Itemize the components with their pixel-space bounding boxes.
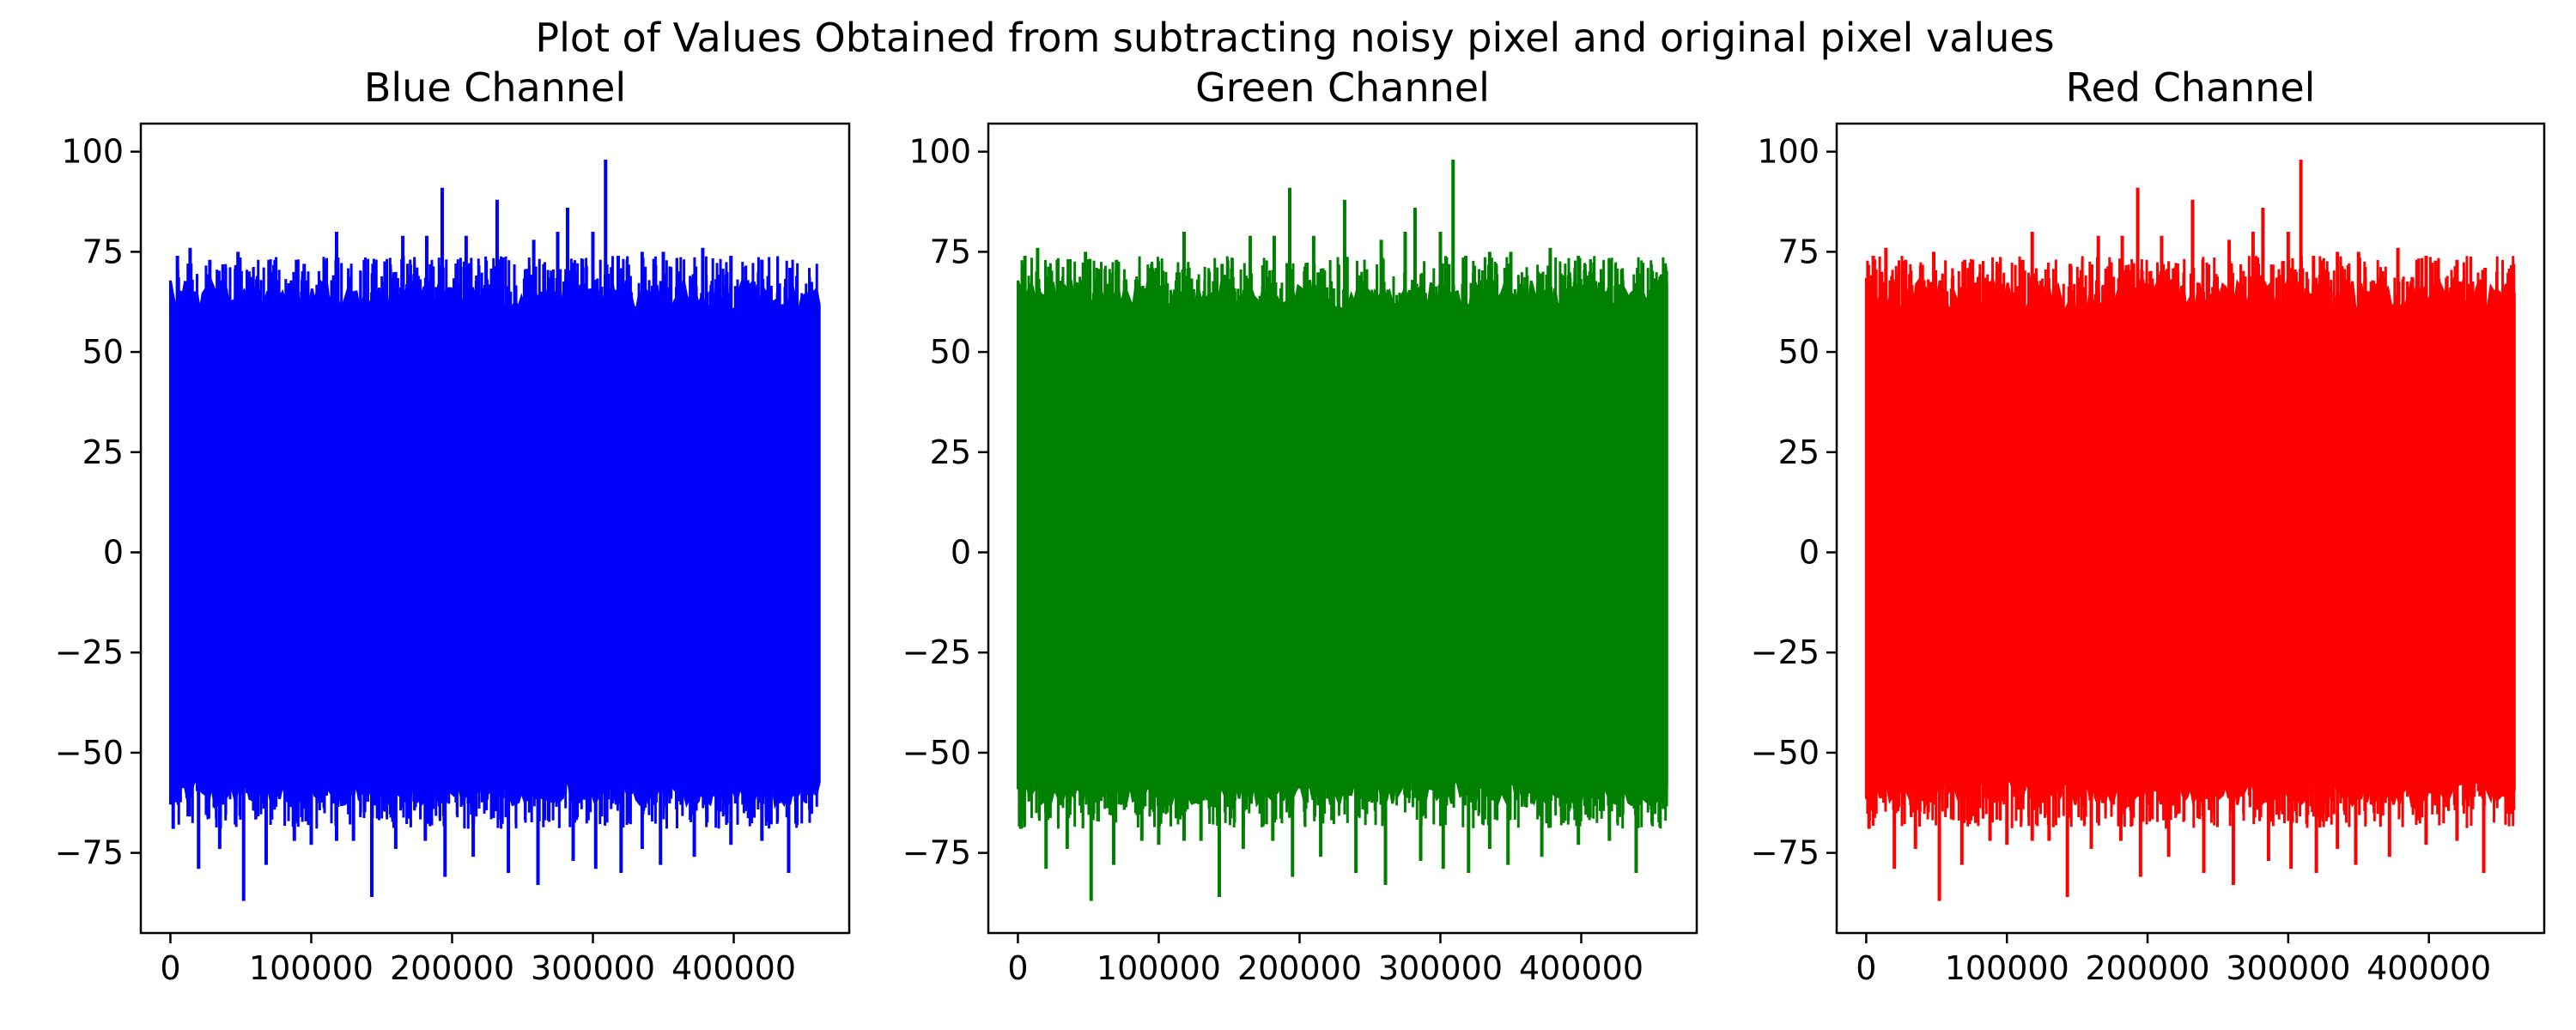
y-tick-label: 25	[82, 433, 124, 471]
y-tick-label: 50	[1778, 333, 1820, 371]
y-tick-label: 0	[1799, 534, 1820, 572]
x-tick-label: 300000	[1378, 949, 1503, 987]
x-tick-label: 200000	[1237, 949, 1362, 987]
y-tick-label: 0	[951, 534, 971, 572]
y-tick-label: 100	[908, 133, 971, 171]
y-tick-label: −50	[902, 734, 971, 772]
subplot-title: Red Channel	[2066, 64, 2316, 111]
series-0	[168, 160, 821, 901]
x-tick-label: 400000	[2366, 949, 2491, 987]
y-tick-label: −75	[1751, 834, 1820, 872]
y-tick-label: −25	[902, 633, 971, 671]
series-2	[1864, 160, 2516, 901]
x-tick-label: 0	[1007, 949, 1028, 987]
y-tick-label: 50	[82, 333, 124, 371]
x-tick-label: 200000	[2086, 949, 2210, 987]
y-tick-label: −25	[55, 633, 124, 671]
y-tick-label: 75	[1778, 233, 1820, 270]
y-tick-label: 50	[930, 333, 971, 371]
y-tick-label: 100	[61, 133, 124, 171]
x-tick-label: 400000	[671, 949, 796, 987]
y-tick-label: −25	[1751, 633, 1820, 671]
x-tick-label: 0	[160, 949, 180, 987]
y-tick-label: −75	[902, 834, 971, 872]
y-tick-label: −75	[55, 834, 124, 872]
y-tick-label: 25	[930, 433, 971, 471]
subplot-1: Green Channel −75 −50 −25 0 25 50 75 100 0 100000 2…	[902, 64, 1698, 987]
axes-frame	[987, 122, 1698, 935]
y-tick-label: 0	[103, 534, 124, 572]
x-tick-label: 400000	[1519, 949, 1643, 987]
subplot-0: Blue Channel −75 −50 −25 0 25 50 75 100 0 100000 20…	[55, 64, 851, 987]
subplot-2: Red Channel −75 −50 −25 0 25 50 75 100 0 100000 200…	[1751, 64, 2546, 987]
y-tick-label: 100	[1757, 133, 1820, 171]
y-tick-label: −50	[55, 734, 124, 772]
series-1	[1016, 160, 1668, 901]
x-tick-label: 300000	[531, 949, 655, 987]
x-tick-label: 100000	[249, 949, 374, 987]
x-tick-label: 300000	[2226, 949, 2350, 987]
x-tick-label: 0	[1856, 949, 1876, 987]
axes-frame	[139, 122, 851, 935]
figure-title: Plot of Values Obtained from subtracting…	[535, 15, 2054, 61]
x-tick-label: 100000	[1097, 949, 1221, 987]
y-tick-label: 75	[930, 233, 971, 270]
subplot-title: Blue Channel	[364, 64, 626, 111]
y-tick-label: 25	[1778, 433, 1820, 471]
y-tick-label: −50	[1751, 734, 1820, 772]
y-tick-label: 75	[82, 233, 124, 270]
x-tick-label: 100000	[1945, 949, 2069, 987]
subplot-title: Green Channel	[1195, 64, 1490, 111]
axes-frame	[1835, 122, 2546, 935]
x-tick-label: 200000	[390, 949, 514, 987]
